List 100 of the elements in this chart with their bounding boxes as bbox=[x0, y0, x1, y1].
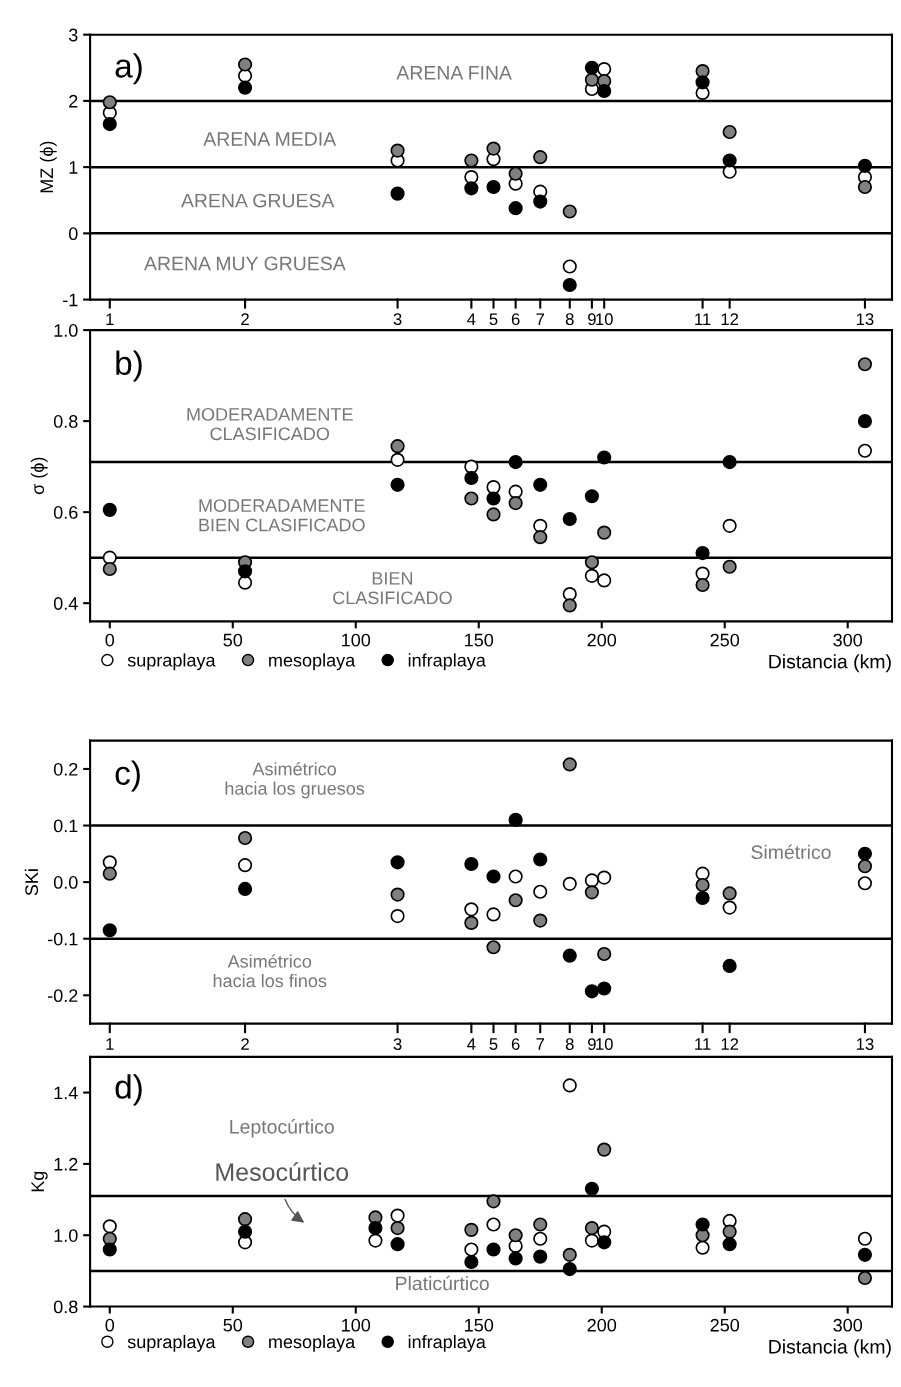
annotation: Platicúrtico bbox=[396, 1275, 489, 1291]
y-tick-label: 1.2 bbox=[54, 1157, 78, 1171]
point bbox=[597, 1235, 612, 1250]
point bbox=[390, 452, 405, 467]
point bbox=[597, 1142, 612, 1157]
point bbox=[508, 893, 523, 908]
legend-label: mesoplaya bbox=[269, 1335, 356, 1352]
point bbox=[533, 913, 548, 928]
text: 13 bbox=[856, 1038, 874, 1050]
point bbox=[464, 1222, 479, 1237]
point bbox=[237, 80, 253, 95]
y-tick-label: 3 bbox=[68, 28, 78, 42]
point bbox=[102, 923, 117, 938]
y-tick-label: 0.4 bbox=[53, 597, 78, 610]
point bbox=[857, 414, 873, 429]
text: 7 bbox=[536, 313, 545, 325]
point bbox=[584, 1221, 599, 1236]
point bbox=[390, 186, 405, 201]
point bbox=[695, 577, 710, 593]
point bbox=[722, 958, 737, 973]
text: 1 bbox=[106, 313, 114, 325]
y-axis-title: SKi bbox=[24, 869, 39, 896]
annotation: MODERADAMENTE BIEN CLASIFICADO bbox=[199, 499, 365, 532]
point bbox=[390, 855, 405, 870]
point bbox=[368, 1221, 383, 1236]
point bbox=[486, 940, 501, 955]
point bbox=[857, 1231, 873, 1246]
point bbox=[237, 858, 253, 873]
point bbox=[857, 443, 873, 458]
point bbox=[722, 518, 737, 533]
point bbox=[486, 179, 501, 195]
x-tick-label: 250 bbox=[710, 1318, 740, 1332]
point bbox=[464, 153, 479, 168]
point bbox=[722, 900, 737, 915]
annotation: ARENA MEDIA bbox=[203, 132, 337, 146]
y-tick-label: 1.4 bbox=[54, 1086, 78, 1100]
y-axis-title: Kg bbox=[31, 1171, 48, 1192]
legend-label: infraplaya bbox=[408, 1335, 486, 1352]
point bbox=[722, 455, 737, 470]
point bbox=[857, 876, 873, 891]
annotation: b) bbox=[116, 350, 142, 382]
point bbox=[857, 179, 873, 195]
y-tick-label: -0.2 bbox=[47, 989, 78, 1003]
x-axis-title: Distancia (km) bbox=[769, 654, 891, 673]
y-tick-label: 0.6 bbox=[53, 506, 78, 519]
point bbox=[486, 1217, 501, 1232]
point bbox=[508, 1251, 523, 1266]
x-tick-label: 150 bbox=[465, 633, 494, 647]
point bbox=[237, 1224, 253, 1239]
text: 12 bbox=[721, 313, 739, 325]
y-tick-label: 2 bbox=[69, 94, 78, 108]
point bbox=[390, 1208, 405, 1223]
point bbox=[390, 143, 405, 158]
text: 7 bbox=[536, 1038, 545, 1050]
legend-label: mesoplaya bbox=[269, 653, 356, 671]
y-tick-label: 0.1 bbox=[53, 819, 78, 833]
point bbox=[237, 57, 253, 72]
annotation: ARENA GRUESA bbox=[181, 193, 335, 208]
text: 3 bbox=[393, 1038, 402, 1050]
point bbox=[857, 846, 873, 861]
point bbox=[584, 984, 599, 999]
point bbox=[597, 946, 612, 962]
x-tick-label: 50 bbox=[223, 633, 243, 647]
text: 8 bbox=[565, 313, 574, 326]
text: 11 bbox=[695, 1038, 711, 1050]
point bbox=[562, 204, 577, 219]
point bbox=[102, 116, 117, 132]
text: 5 bbox=[489, 1038, 498, 1050]
text: 2 bbox=[241, 1038, 249, 1050]
y-tick-label: 0.2 bbox=[53, 762, 78, 776]
point bbox=[486, 507, 501, 522]
point bbox=[533, 1249, 548, 1264]
point bbox=[508, 1228, 523, 1243]
x-tick-label: 50 bbox=[223, 1318, 243, 1332]
x-tick-label: 100 bbox=[342, 1318, 371, 1332]
point bbox=[722, 1237, 737, 1252]
annotation: Mesocúrtico bbox=[216, 1162, 349, 1181]
x-tick-label: 0 bbox=[105, 1318, 115, 1332]
point bbox=[695, 1240, 710, 1255]
y-tick-label: -0.1 bbox=[47, 932, 78, 946]
point bbox=[562, 876, 577, 891]
annotation: c) bbox=[115, 760, 140, 792]
point bbox=[390, 887, 405, 902]
point bbox=[562, 586, 577, 602]
point bbox=[533, 530, 548, 545]
point bbox=[533, 852, 548, 867]
point bbox=[102, 561, 117, 577]
point bbox=[237, 1212, 253, 1227]
text: 6 bbox=[511, 313, 520, 326]
point bbox=[237, 575, 253, 590]
point bbox=[722, 124, 737, 140]
text: 3 bbox=[393, 313, 402, 326]
point bbox=[102, 95, 117, 110]
legend-label: infraplaya bbox=[408, 653, 486, 671]
point bbox=[533, 477, 548, 492]
y-axis-title: MZ (ϕ) bbox=[39, 141, 57, 193]
point bbox=[464, 491, 479, 506]
point bbox=[486, 1194, 501, 1209]
x-tick-label: 0 bbox=[105, 633, 115, 647]
text: 1 bbox=[106, 1038, 114, 1050]
